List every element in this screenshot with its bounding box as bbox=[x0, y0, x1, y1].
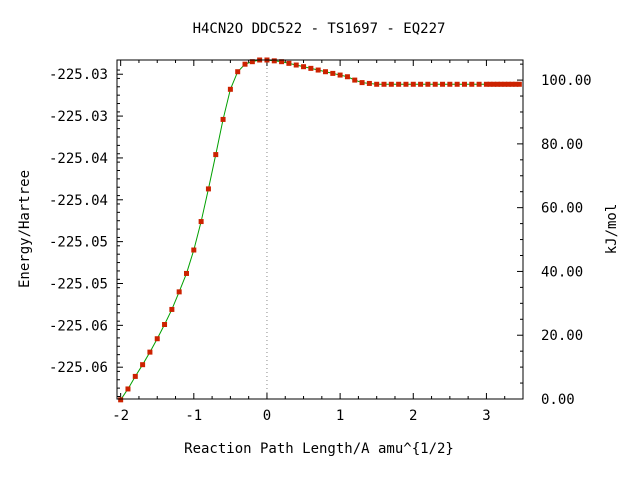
x-tick-label: -2 bbox=[112, 408, 129, 424]
y2-tick-label: 100.00 bbox=[541, 73, 592, 89]
data-point bbox=[118, 397, 124, 403]
data-point bbox=[330, 70, 336, 76]
data-point bbox=[337, 72, 343, 78]
data-point bbox=[502, 81, 508, 87]
y-axis-label: Energy/Hartree bbox=[17, 170, 33, 288]
y-tick-label: -225.04 bbox=[49, 193, 108, 209]
plot-frame bbox=[116, 59, 524, 400]
data-point bbox=[308, 65, 314, 71]
data-point bbox=[227, 86, 233, 92]
data-point bbox=[374, 81, 380, 87]
y-tick-label: -225.05 bbox=[49, 276, 108, 292]
y-tick-label: -225.05 bbox=[49, 235, 108, 251]
x-axis-label: Reaction Path Length/A amu^{1/2} bbox=[184, 441, 454, 457]
y2-tick-label: 80.00 bbox=[541, 137, 583, 153]
data-point bbox=[176, 289, 182, 295]
data-point bbox=[513, 81, 519, 87]
data-point bbox=[476, 81, 482, 87]
data-point bbox=[447, 81, 453, 87]
data-point bbox=[162, 322, 168, 328]
y-tick-label: -225.04 bbox=[49, 151, 108, 167]
data-point bbox=[242, 61, 248, 67]
data-point bbox=[286, 60, 292, 66]
data-point bbox=[418, 81, 424, 87]
y2-tick-label: 40.00 bbox=[541, 264, 583, 280]
data-point bbox=[344, 74, 350, 80]
data-point bbox=[366, 80, 372, 86]
data-point bbox=[271, 58, 277, 64]
x-tick-label: -1 bbox=[185, 408, 202, 424]
x-tick-label: 1 bbox=[336, 408, 344, 424]
x-tick-label: 0 bbox=[263, 408, 271, 424]
data-point bbox=[198, 219, 204, 225]
data-point bbox=[125, 386, 131, 392]
data-point bbox=[191, 247, 197, 253]
data-point bbox=[494, 81, 500, 87]
data-point bbox=[432, 81, 438, 87]
data-point bbox=[205, 186, 211, 192]
chart-title: H4CN2O DDC522 - TS1697 - EQ227 bbox=[193, 21, 446, 37]
data-point bbox=[505, 81, 511, 87]
series-line bbox=[120, 59, 520, 401]
data-point bbox=[425, 81, 431, 87]
data-point bbox=[469, 81, 475, 87]
y2-axis-label: kJ/mol bbox=[604, 204, 620, 255]
data-point bbox=[279, 59, 285, 65]
data-point bbox=[147, 349, 153, 355]
data-point bbox=[322, 69, 328, 75]
tick-labels: -2 -1 0 1 2 3 -225.03 -225.03 -225.04 -225.04 -225… bbox=[49, 67, 592, 424]
y-tick-label: -225.06 bbox=[49, 318, 108, 334]
data-point bbox=[483, 81, 489, 87]
data-point bbox=[396, 81, 402, 87]
y-tick-label: -225.03 bbox=[49, 67, 108, 83]
data-point bbox=[154, 336, 160, 342]
data-point bbox=[169, 306, 175, 312]
data-point bbox=[301, 64, 307, 70]
data-point bbox=[293, 62, 299, 68]
y-tick-label: -225.06 bbox=[49, 360, 108, 376]
data-point bbox=[403, 81, 409, 87]
data-point bbox=[381, 81, 387, 87]
data-point bbox=[183, 270, 189, 276]
data-point bbox=[352, 77, 358, 83]
data-point bbox=[220, 116, 226, 122]
data-point bbox=[509, 81, 515, 87]
y2-tick-label: 20.00 bbox=[541, 328, 583, 344]
data-point bbox=[487, 81, 493, 87]
axis-ticks bbox=[117, 60, 523, 400]
x-tick-label: 2 bbox=[409, 408, 417, 424]
data-point bbox=[491, 81, 497, 87]
data-point bbox=[516, 81, 522, 87]
data-point bbox=[249, 59, 255, 65]
data-point bbox=[410, 81, 416, 87]
data-point bbox=[461, 81, 467, 87]
data-point bbox=[213, 152, 219, 158]
data-point bbox=[454, 81, 460, 87]
data-point bbox=[388, 81, 394, 87]
data-point bbox=[235, 69, 241, 75]
data-points bbox=[118, 57, 522, 403]
y-tick-label: -225.03 bbox=[49, 109, 108, 125]
data-point bbox=[440, 81, 446, 87]
data-point bbox=[132, 373, 138, 379]
y2-tick-label: 60.00 bbox=[541, 201, 583, 217]
data-point bbox=[140, 362, 146, 368]
data-point bbox=[315, 67, 321, 73]
y2-tick-label: 0.00 bbox=[541, 392, 575, 408]
data-point bbox=[359, 80, 365, 86]
x-tick-label: 3 bbox=[482, 408, 490, 424]
data-point bbox=[498, 81, 504, 87]
